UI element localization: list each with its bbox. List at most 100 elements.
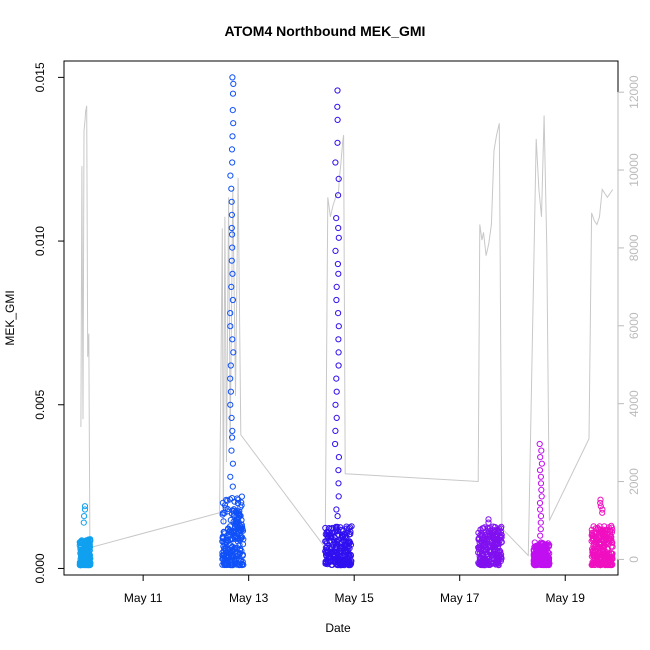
- data-point: [335, 270, 342, 277]
- data-point: [227, 323, 234, 330]
- data-point: [537, 513, 545, 520]
- data-point: [333, 414, 340, 421]
- data-point: [536, 467, 544, 474]
- data-point: [227, 375, 234, 382]
- data-point: [233, 556, 240, 564]
- data-point: [347, 560, 355, 568]
- scatter-series-3: [322, 87, 355, 569]
- data-point: [332, 247, 339, 254]
- data-point: [602, 540, 609, 547]
- data-point: [485, 516, 492, 523]
- x-axis-label: Date: [325, 621, 351, 635]
- data-point: [531, 562, 538, 569]
- data-point: [228, 198, 235, 205]
- data-point: [81, 503, 89, 510]
- data-point: [347, 530, 354, 538]
- data-point: [239, 558, 246, 565]
- y-tick-label: 0.010: [33, 226, 47, 256]
- y2-tick-label: 4000: [627, 390, 641, 417]
- data-point: [230, 349, 237, 356]
- y2-tick-label: 6000: [627, 312, 641, 339]
- data-point: [597, 499, 604, 507]
- data-point: [590, 536, 598, 543]
- data-point: [346, 545, 353, 552]
- data-point: [600, 547, 607, 554]
- data-point: [334, 260, 341, 268]
- scatter-series-4: [475, 516, 505, 569]
- data-point: [230, 506, 237, 513]
- data-point: [595, 552, 602, 559]
- data-point: [228, 211, 235, 218]
- data-point: [83, 555, 90, 562]
- data-point: [335, 493, 342, 500]
- data-point: [537, 526, 544, 533]
- x-tick-label: May 19: [546, 591, 586, 605]
- data-point: [239, 524, 246, 531]
- data-point: [227, 388, 234, 395]
- data-point: [239, 561, 246, 568]
- data-point: [228, 146, 236, 153]
- data-point: [325, 555, 332, 562]
- data-point: [538, 486, 545, 493]
- data-point: [329, 524, 336, 532]
- scatter-series-1: [76, 503, 94, 569]
- data-point: [536, 440, 543, 448]
- data-point: [598, 554, 605, 561]
- data-point: [597, 496, 604, 503]
- data-point: [225, 526, 232, 533]
- data-point: [332, 440, 339, 448]
- data-point: [222, 505, 229, 512]
- data-point: [219, 549, 226, 556]
- scatter-series-6: [588, 496, 616, 569]
- data-point: [334, 513, 341, 520]
- data-point: [333, 296, 340, 304]
- data-point: [333, 506, 340, 513]
- data-point: [230, 529, 237, 536]
- data-point: [334, 87, 341, 94]
- data-point: [481, 535, 488, 542]
- data-point: [332, 427, 339, 434]
- data-point: [229, 244, 236, 251]
- data-point: [227, 172, 234, 179]
- data-point: [78, 561, 85, 569]
- data-point: [335, 224, 342, 232]
- data-point: [588, 553, 596, 560]
- data-point: [227, 473, 234, 480]
- data-point: [536, 499, 544, 507]
- data-point: [229, 159, 236, 166]
- data-point: [346, 553, 353, 560]
- data-point: [538, 447, 545, 454]
- data-point: [334, 528, 342, 535]
- data-point: [228, 447, 235, 454]
- data-point: [475, 559, 482, 567]
- data-point: [589, 549, 596, 556]
- data-point: [334, 556, 341, 563]
- data-point: [219, 561, 226, 568]
- y-tick-label: 0.000: [33, 553, 47, 583]
- data-point: [589, 533, 597, 540]
- data-point: [494, 557, 501, 565]
- data-point: [229, 74, 236, 81]
- data-point: [332, 159, 339, 166]
- data-point: [335, 454, 342, 461]
- data-point: [236, 508, 243, 515]
- data-point: [477, 538, 485, 545]
- data-point: [537, 532, 544, 539]
- data-point: [228, 185, 235, 192]
- data-point: [81, 506, 89, 513]
- data-point: [331, 534, 338, 541]
- data-point: [86, 541, 93, 548]
- data-point: [537, 473, 545, 480]
- data-point: [608, 550, 615, 558]
- data-point: [599, 509, 606, 516]
- data-point: [334, 116, 341, 124]
- points-layer: [76, 74, 616, 569]
- data-point: [531, 543, 538, 551]
- data-point: [81, 539, 88, 546]
- data-point: [536, 558, 543, 565]
- data-point: [480, 546, 487, 553]
- data-point: [227, 561, 234, 569]
- secondary-line-layer: [80, 105, 614, 557]
- data-point: [342, 533, 349, 540]
- data-point: [335, 323, 342, 330]
